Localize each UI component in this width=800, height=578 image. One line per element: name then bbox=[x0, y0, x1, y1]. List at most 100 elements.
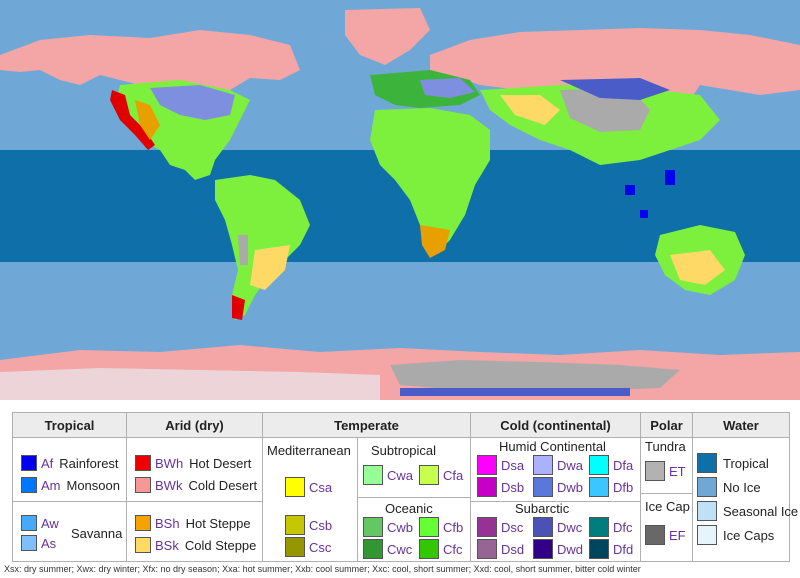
greenland-cold-desert bbox=[345, 8, 430, 65]
code-cfc: Cfc bbox=[443, 541, 463, 557]
legend-item-et: ET bbox=[645, 461, 686, 481]
footnote: Xsx: dry summer; Xwx: dry winter; Xfx: n… bbox=[4, 564, 641, 574]
legend-header-polar: Polar bbox=[641, 413, 692, 438]
swatch-dsc bbox=[477, 517, 497, 537]
antarctica-ice-cap-inner bbox=[0, 368, 380, 400]
antarctica-ice-cap bbox=[390, 360, 680, 392]
desc-water-no-ice: No Ice bbox=[723, 479, 761, 495]
legend-item-cwb: Cwb bbox=[363, 517, 413, 537]
climate-map bbox=[0, 0, 800, 400]
africa-landmass bbox=[370, 108, 490, 255]
desc-bsk: Cold Steppe bbox=[184, 537, 257, 553]
swatch-dsa bbox=[477, 455, 497, 475]
climate-legend: Tropical Af Rainforest Am Monsoon Aw As … bbox=[12, 412, 798, 562]
code-dsa: Dsa bbox=[501, 457, 525, 473]
legend-column-polar: Polar Tundra ET Ice Cap EF bbox=[641, 413, 693, 561]
code-dwb: Dwb bbox=[557, 479, 584, 495]
code-aw: Aw bbox=[41, 515, 59, 531]
swatch-cwa bbox=[363, 465, 383, 485]
code-ef: EF bbox=[669, 527, 686, 543]
legend-item-water-ice-caps: Ice Caps bbox=[697, 525, 774, 545]
arctic-cold-desert-eurasia bbox=[430, 28, 800, 100]
swatch-bsh bbox=[135, 515, 151, 531]
swatch-dfd bbox=[589, 539, 609, 559]
code-dfa: Dfa bbox=[613, 457, 634, 473]
legend-divider-cold bbox=[471, 501, 640, 502]
legend-item-am: Am Monsoon bbox=[21, 477, 120, 493]
legend-column-tropical: Tropical Af Rainforest Am Monsoon Aw As … bbox=[13, 413, 127, 561]
asia-continental bbox=[560, 78, 670, 100]
swatch-csc bbox=[285, 537, 305, 557]
legend-item-ef: EF bbox=[645, 525, 686, 545]
code-bsk: BSk bbox=[155, 537, 179, 553]
legend-item-csc: Csc bbox=[285, 537, 331, 557]
legend-divider-polar bbox=[641, 493, 692, 494]
legend-item-as: As bbox=[21, 535, 56, 551]
legend-divider-arid bbox=[127, 501, 262, 502]
south-america-landmass bbox=[215, 175, 310, 320]
swatch-dfc bbox=[589, 517, 609, 537]
label-mediterranean: Mediterranean bbox=[267, 443, 351, 458]
code-cfb: Cfb bbox=[443, 519, 464, 535]
australia-steppe bbox=[670, 250, 725, 285]
rainforest-islands-3 bbox=[640, 210, 648, 218]
legend-item-dfd: Dfd bbox=[589, 539, 633, 559]
legend-item-water-tropical: Tropical bbox=[697, 453, 769, 473]
legend-divider-tropical bbox=[13, 501, 126, 502]
legend-item-water-seasonal-ice: Seasonal Ice bbox=[697, 501, 798, 521]
desc-water-tropical: Tropical bbox=[723, 455, 769, 471]
code-csb: Csb bbox=[309, 517, 333, 533]
north-america-continental bbox=[150, 85, 235, 120]
label-subtropical: Subtropical bbox=[371, 443, 437, 458]
swatch-dsd bbox=[477, 539, 497, 559]
code-csc: Csc bbox=[309, 539, 332, 555]
legend-item-bwh: BWh Hot Desert bbox=[135, 455, 251, 471]
code-bsh: BSh bbox=[155, 515, 180, 531]
swatch-cfa bbox=[419, 465, 439, 485]
north-america-steppe bbox=[135, 100, 160, 140]
swatch-water-tropical bbox=[697, 453, 717, 473]
legend-item-dwb: Dwb bbox=[533, 477, 583, 497]
legend-column-temperate: Temperate Mediterranean Csa Csb Csc Subt… bbox=[263, 413, 471, 561]
arctic-cold-desert-north-america bbox=[0, 30, 300, 100]
legend-item-cfa: Cfa bbox=[419, 465, 463, 485]
legend-item-bsk: BSk Cold Steppe bbox=[135, 537, 256, 553]
swatch-water-ice-caps bbox=[697, 525, 717, 545]
legend-divider-temperate-h bbox=[357, 497, 470, 498]
code-dwd: Dwd bbox=[557, 541, 584, 557]
south-america-tundra bbox=[238, 235, 248, 265]
legend-item-csb: Csb bbox=[285, 515, 332, 535]
code-dfb: Dfb bbox=[613, 479, 634, 495]
swatch-csb bbox=[285, 515, 305, 535]
legend-header-temperate: Temperate bbox=[263, 413, 470, 438]
legend-item-csa: Csa bbox=[285, 477, 332, 497]
code-bwk: BWk bbox=[155, 477, 183, 493]
swatch-aw bbox=[21, 515, 37, 531]
legend-item-dsd: Dsd bbox=[477, 539, 524, 559]
legend-item-dsb: Dsb bbox=[477, 477, 524, 497]
swatch-cfb bbox=[419, 517, 439, 537]
swatch-cfc bbox=[419, 539, 439, 559]
legend-item-dfc: Dfc bbox=[589, 517, 633, 537]
swatch-bwh bbox=[135, 455, 151, 471]
code-cwa: Cwa bbox=[387, 467, 414, 483]
swatch-water-seasonal-ice bbox=[697, 501, 717, 521]
label-tundra: Tundra bbox=[645, 439, 686, 454]
legend-item-cfb: Cfb bbox=[419, 517, 463, 537]
swatch-dfa bbox=[589, 455, 609, 475]
label-oceanic: Oceanic bbox=[385, 501, 433, 516]
swatch-cwc bbox=[363, 539, 383, 559]
legend-item-dwc: Dwc bbox=[533, 517, 582, 537]
north-america-west-desert bbox=[110, 90, 155, 150]
desc-bsh: Hot Steppe bbox=[185, 515, 251, 531]
swatch-am bbox=[21, 477, 37, 493]
swatch-dfb bbox=[589, 477, 609, 497]
legend-item-cfc: Cfc bbox=[419, 539, 463, 559]
swatch-water-no-ice bbox=[697, 477, 717, 497]
legend-header-tropical: Tropical bbox=[13, 413, 126, 438]
legend-header-water: Water bbox=[693, 413, 789, 438]
desc-water-seasonal-ice: Seasonal Ice bbox=[723, 503, 799, 519]
swatch-dwb bbox=[533, 477, 553, 497]
swatch-dwd bbox=[533, 539, 553, 559]
swatch-bsk bbox=[135, 537, 151, 553]
